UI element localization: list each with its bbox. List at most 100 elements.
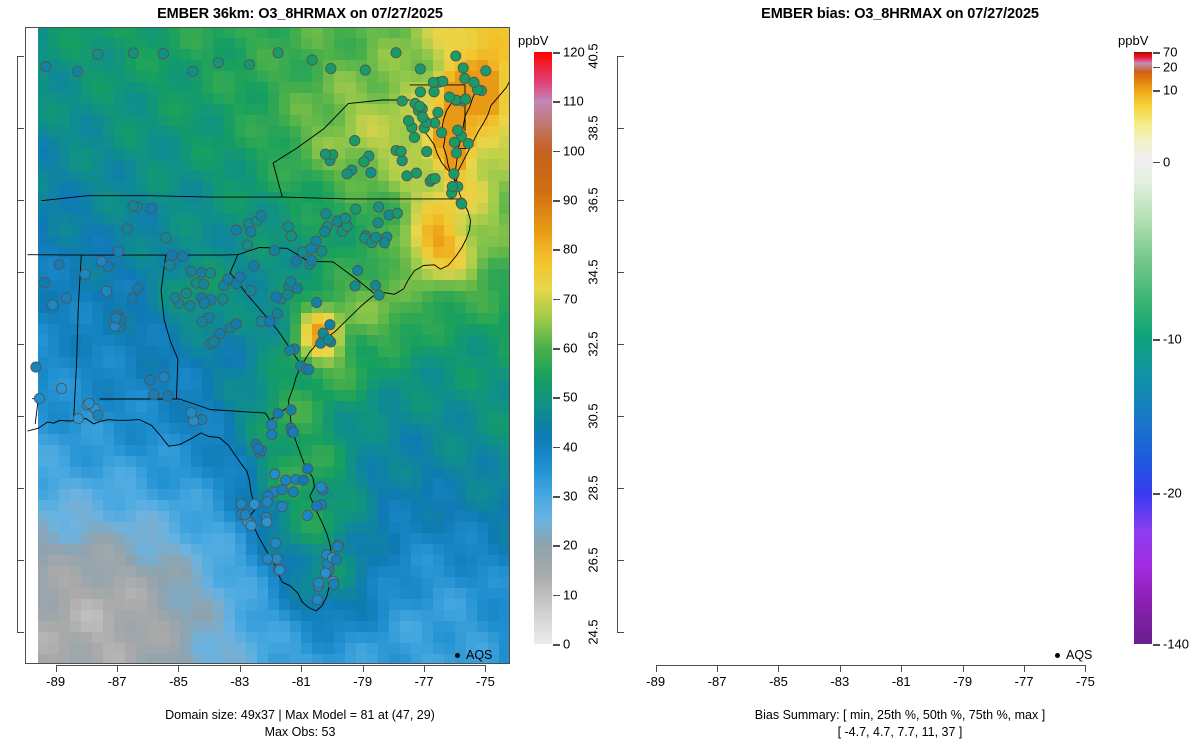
aqs-site-marker	[245, 226, 257, 238]
x-tick-label: -83	[230, 674, 250, 689]
aqs-site-marker	[166, 249, 178, 261]
aqs-site-marker	[169, 292, 181, 304]
aqs-site-marker	[330, 554, 343, 566]
aqs-site-marker	[132, 282, 144, 295]
bias-colorbar-units: ppbV	[1118, 33, 1149, 48]
x-tick-label: -89	[646, 674, 666, 689]
aqs-site-marker	[248, 260, 260, 272]
colorbar-tick	[1153, 493, 1160, 495]
x-tick	[239, 665, 241, 672]
aqs-site-marker	[270, 291, 282, 303]
aqs-site-marker	[432, 106, 444, 118]
aqs-site-marker	[280, 474, 292, 486]
x-tick	[778, 665, 780, 672]
aqs-site-marker	[443, 91, 456, 103]
aqs-site-marker	[350, 203, 362, 215]
aqs-site-marker	[452, 124, 464, 136]
x-tick-label: -81	[291, 674, 311, 689]
y-tick	[17, 559, 24, 561]
colorbar-tick	[553, 496, 560, 498]
x-tick	[839, 665, 841, 672]
aqs-site-marker	[358, 156, 370, 168]
colorbar-tick	[553, 249, 560, 251]
aqs-site-marker	[302, 463, 314, 475]
aqs-site-marker	[457, 62, 469, 74]
y-tick-label: 40.5	[0, 36, 1, 76]
aqs-site-marker	[217, 293, 229, 305]
aqs-site-marker	[450, 50, 462, 62]
colorbar-tick-label: 0	[563, 636, 571, 652]
aqs-site-marker	[239, 509, 251, 521]
x-tick-label: -79	[353, 674, 373, 689]
aqs-site-marker	[148, 389, 160, 401]
colorbar-tick	[553, 594, 560, 597]
colorbar-tick-label: 20	[563, 537, 578, 553]
aqs-site-marker	[460, 93, 472, 105]
aqs-site-marker	[177, 250, 189, 262]
colorbar-tick	[553, 545, 560, 547]
y-axis-line	[617, 55, 618, 632]
aqs-site-marker	[410, 167, 422, 179]
bias-colorbar-gradient	[1134, 52, 1152, 644]
aqs-site-marker	[446, 181, 458, 193]
aqs-site-marker	[158, 371, 170, 383]
aqs-site-marker	[303, 363, 315, 375]
colorbar-tick	[553, 348, 560, 350]
aqs-site-marker	[265, 419, 278, 431]
aqs-site-marker	[185, 407, 197, 419]
aqs-site-marker	[480, 65, 492, 77]
y-tick-label: 34.5	[0, 252, 1, 292]
y-tick	[617, 415, 624, 417]
aqs-site-marker	[311, 500, 323, 512]
y-tick	[17, 631, 24, 633]
aqs-site-marker	[287, 426, 299, 438]
aqs-site-marker	[241, 239, 253, 251]
aqs-site-marker	[245, 285, 257, 297]
aqs-site-marker	[311, 297, 323, 309]
aqs-site-marker	[448, 168, 460, 180]
y-tick	[17, 343, 24, 345]
y-tick	[617, 199, 624, 201]
y-tick-label: 32.5	[0, 324, 1, 364]
aqs-site-marker	[185, 265, 197, 277]
x-tick	[424, 665, 426, 672]
x-tick-label: -87	[107, 674, 127, 689]
y-tick-label: 40.5	[585, 43, 601, 69]
aqs-site-marker	[266, 429, 278, 441]
colorbar-tick-label: 70	[563, 291, 578, 307]
aqs-site-marker	[396, 95, 408, 107]
aqs-site-marker	[414, 86, 426, 98]
aqs-site-marker	[40, 60, 52, 73]
aqs-site-marker	[261, 496, 273, 508]
y-tick	[17, 271, 24, 273]
aqs-site-marker	[272, 47, 284, 59]
aqs-site-marker	[127, 292, 139, 304]
colorbar-tick-label: 100	[563, 143, 585, 159]
aqs-site-marker	[429, 172, 441, 185]
colorbar-tick-label: -10	[1163, 331, 1182, 347]
colorbar-tick-label: 70	[1163, 44, 1178, 60]
aqs-site-marker	[205, 267, 217, 279]
model-map-plot	[25, 27, 510, 664]
y-tick-label: 34.5	[585, 259, 601, 285]
colorbar-tick	[553, 200, 560, 202]
aqs-site-marker	[285, 404, 297, 416]
colorbar-tick-label: 10	[1163, 82, 1178, 98]
map-boundary-path	[282, 196, 462, 200]
y-tick-label: 32.5	[585, 331, 601, 357]
aqs-site-marker	[276, 501, 288, 513]
aqs-site-marker	[297, 474, 309, 486]
aqs-site-marker	[230, 224, 242, 236]
colorbar-tick	[553, 644, 560, 646]
colorbar-tick-label: 80	[563, 241, 578, 257]
aqs-site-marker	[79, 268, 91, 280]
x-tick	[901, 665, 903, 672]
colorbar-tick	[553, 298, 560, 301]
y-tick-label: 28.5	[585, 474, 601, 501]
aqs-site-marker	[160, 232, 172, 244]
bias-caption-line1: Bias Summary: [ min, 25th %, 50th %, 75t…	[754, 708, 1046, 722]
aqs-site-marker	[365, 167, 377, 179]
aqs-site-marker	[306, 54, 318, 66]
aqs-site-marker	[427, 76, 439, 88]
aqs-site-marker	[245, 520, 257, 532]
